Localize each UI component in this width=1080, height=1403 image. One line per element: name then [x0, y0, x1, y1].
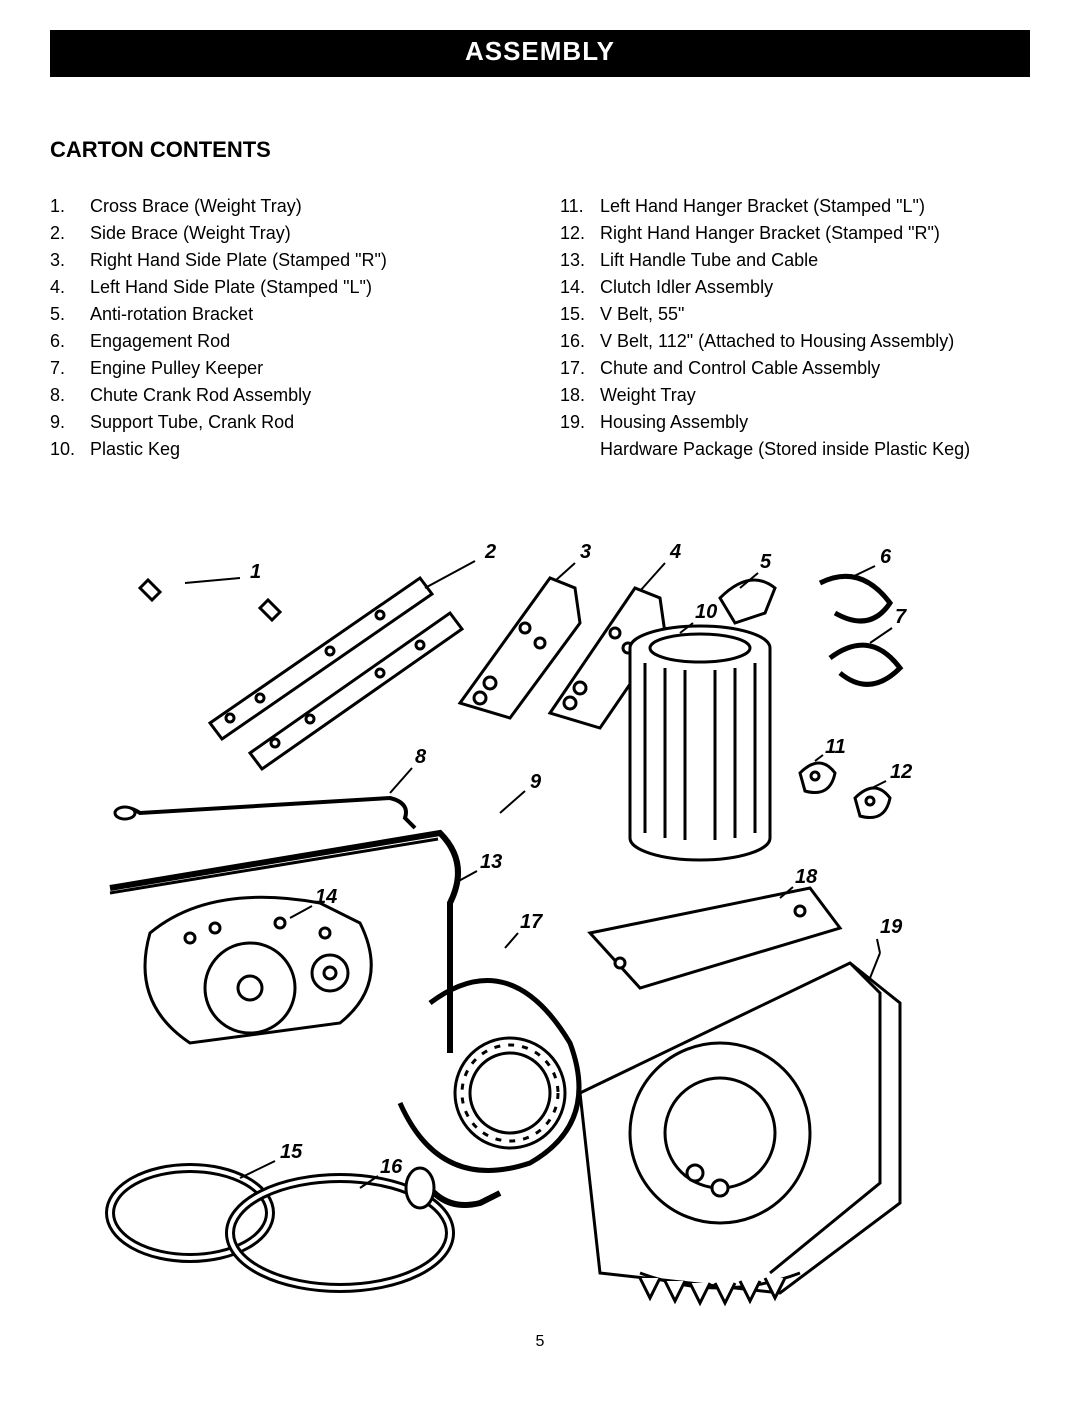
item-text: Left Hand Side Plate (Stamped "L") [90, 274, 520, 301]
diagram-label: 6 [880, 546, 892, 568]
item-text: Engine Pulley Keeper [90, 355, 520, 382]
item-text: Left Hand Hanger Bracket (Stamped "L") [600, 193, 1030, 220]
diagram-label: 12 [890, 761, 912, 783]
item-text: Clutch Idler Assembly [600, 274, 1030, 301]
item-number: 8. [50, 382, 90, 409]
list-item: 3.Right Hand Side Plate (Stamped "R") [50, 247, 520, 274]
parts-diagram: 12345678910111213141516171819 [80, 533, 1000, 1313]
item-number: 4. [50, 274, 90, 301]
item-number [560, 436, 600, 463]
diagram-label: 16 [380, 1156, 403, 1178]
list-item: 10.Plastic Keg [50, 436, 520, 463]
list-item: 9.Support Tube, Crank Rod [50, 409, 520, 436]
diagram-label: 3 [580, 541, 591, 563]
list-item: 6.Engagement Rod [50, 328, 520, 355]
item-text: V Belt, 112" (Attached to Housing Assemb… [600, 328, 1030, 355]
item-text: Hardware Package (Stored inside Plastic … [600, 436, 1030, 463]
list-item: Hardware Package (Stored inside Plastic … [560, 436, 1030, 463]
contents-right-column: 11.Left Hand Hanger Bracket (Stamped "L"… [560, 193, 1030, 463]
diagram-label: 19 [880, 916, 903, 938]
page-number: 5 [50, 1333, 1030, 1351]
diagram-label: 15 [280, 1141, 303, 1163]
list-item: 4.Left Hand Side Plate (Stamped "L") [50, 274, 520, 301]
item-text: Housing Assembly [600, 409, 1030, 436]
list-item: 13.Lift Handle Tube and Cable [560, 247, 1030, 274]
header-bar: ASSEMBLY [50, 30, 1030, 77]
item-text: Weight Tray [600, 382, 1030, 409]
list-item: 19.Housing Assembly [560, 409, 1030, 436]
item-text: Chute and Control Cable Assembly [600, 355, 1030, 382]
item-text: Lift Handle Tube and Cable [600, 247, 1030, 274]
diagram-label: 8 [415, 746, 427, 768]
item-number: 17. [560, 355, 600, 382]
list-item: 18.Weight Tray [560, 382, 1030, 409]
item-number: 19. [560, 409, 600, 436]
item-number: 18. [560, 382, 600, 409]
item-number: 13. [560, 247, 600, 274]
item-number: 9. [50, 409, 90, 436]
item-number: 14. [560, 274, 600, 301]
diagram-label: 1 [250, 561, 261, 583]
item-text: Support Tube, Crank Rod [90, 409, 520, 436]
diagram-container: 12345678910111213141516171819 [50, 533, 1030, 1313]
item-text: V Belt, 55" [600, 301, 1030, 328]
item-number: 1. [50, 193, 90, 220]
diagram-label: 11 [825, 736, 846, 758]
item-number: 2. [50, 220, 90, 247]
item-number: 5. [50, 301, 90, 328]
item-number: 3. [50, 247, 90, 274]
item-number: 15. [560, 301, 600, 328]
item-number: 11. [560, 193, 600, 220]
list-item: 11.Left Hand Hanger Bracket (Stamped "L"… [560, 193, 1030, 220]
list-item: 1.Cross Brace (Weight Tray) [50, 193, 520, 220]
diagram-label: 2 [484, 541, 496, 563]
item-text: Anti-rotation Bracket [90, 301, 520, 328]
diagram-label: 17 [520, 911, 543, 933]
diagram-label: 14 [315, 886, 337, 908]
list-item: 7.Engine Pulley Keeper [50, 355, 520, 382]
list-item: 14.Clutch Idler Assembly [560, 274, 1030, 301]
item-text: Cross Brace (Weight Tray) [90, 193, 520, 220]
item-number: 7. [50, 355, 90, 382]
diagram-label: 18 [795, 866, 818, 888]
item-number: 12. [560, 220, 600, 247]
item-text: Right Hand Hanger Bracket (Stamped "R") [600, 220, 1030, 247]
diagram-label: 4 [669, 541, 681, 563]
list-item: 5.Anti-rotation Bracket [50, 301, 520, 328]
item-text: Plastic Keg [90, 436, 520, 463]
diagram-label: 9 [530, 771, 542, 793]
item-text: Engagement Rod [90, 328, 520, 355]
list-item: 16.V Belt, 112" (Attached to Housing Ass… [560, 328, 1030, 355]
list-item: 8.Chute Crank Rod Assembly [50, 382, 520, 409]
diagram-label: 7 [895, 606, 907, 628]
item-text: Right Hand Side Plate (Stamped "R") [90, 247, 520, 274]
header-title: ASSEMBLY [465, 36, 615, 66]
item-text: Side Brace (Weight Tray) [90, 220, 520, 247]
contents-left-column: 1.Cross Brace (Weight Tray)2.Side Brace … [50, 193, 520, 463]
diagram-label: 10 [695, 601, 717, 623]
item-text: Chute Crank Rod Assembly [90, 382, 520, 409]
section-title: CARTON CONTENTS [50, 137, 1030, 163]
diagram-label: 13 [480, 851, 502, 873]
list-item: 12.Right Hand Hanger Bracket (Stamped "R… [560, 220, 1030, 247]
item-number: 16. [560, 328, 600, 355]
diagram-label: 5 [760, 551, 772, 573]
list-item: 17.Chute and Control Cable Assembly [560, 355, 1030, 382]
list-item: 2.Side Brace (Weight Tray) [50, 220, 520, 247]
list-item: 15.V Belt, 55" [560, 301, 1030, 328]
item-number: 10. [50, 436, 90, 463]
contents-columns: 1.Cross Brace (Weight Tray)2.Side Brace … [50, 193, 1030, 463]
item-number: 6. [50, 328, 90, 355]
